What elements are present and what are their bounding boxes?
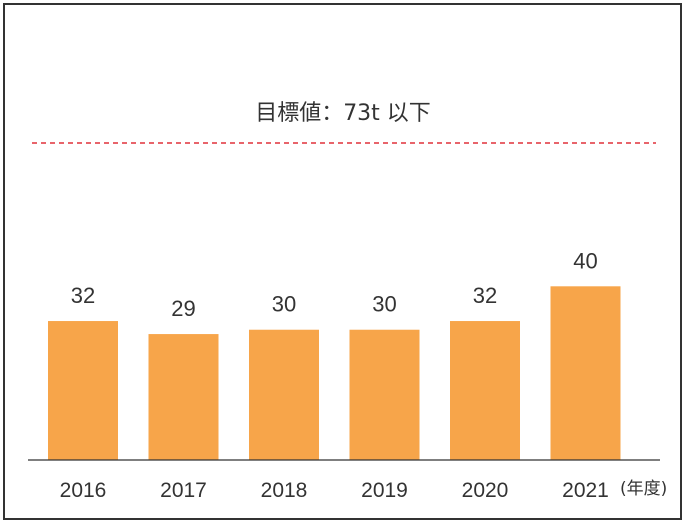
x-tick-label-2021: 2021 <box>562 479 609 502</box>
x-tick-label-2020: 2020 <box>462 479 509 502</box>
x-tick-label-2018: 2018 <box>261 479 308 502</box>
data-label-2016: 32 <box>71 283 95 308</box>
bar-2016 <box>48 321 118 460</box>
data-label-2018: 30 <box>272 292 296 317</box>
x-axis-unit-label: (年度) <box>620 479 667 499</box>
bar-2019 <box>349 329 420 460</box>
x-tick-label-2019: 2019 <box>361 479 408 502</box>
bar-2021 <box>550 286 621 460</box>
bar-2018 <box>249 329 319 460</box>
data-label-2019: 30 <box>372 292 396 317</box>
bar-2017 <box>148 334 219 460</box>
target-label: 目標値：73t 以下 <box>255 101 431 126</box>
data-label-2021: 40 <box>573 248 597 273</box>
bar-2020 <box>450 321 520 460</box>
data-label-2017: 29 <box>171 296 195 321</box>
x-tick-label-2016: 2016 <box>60 479 107 502</box>
x-tick-label-2017: 2017 <box>160 479 207 502</box>
data-label-2020: 32 <box>473 283 497 308</box>
